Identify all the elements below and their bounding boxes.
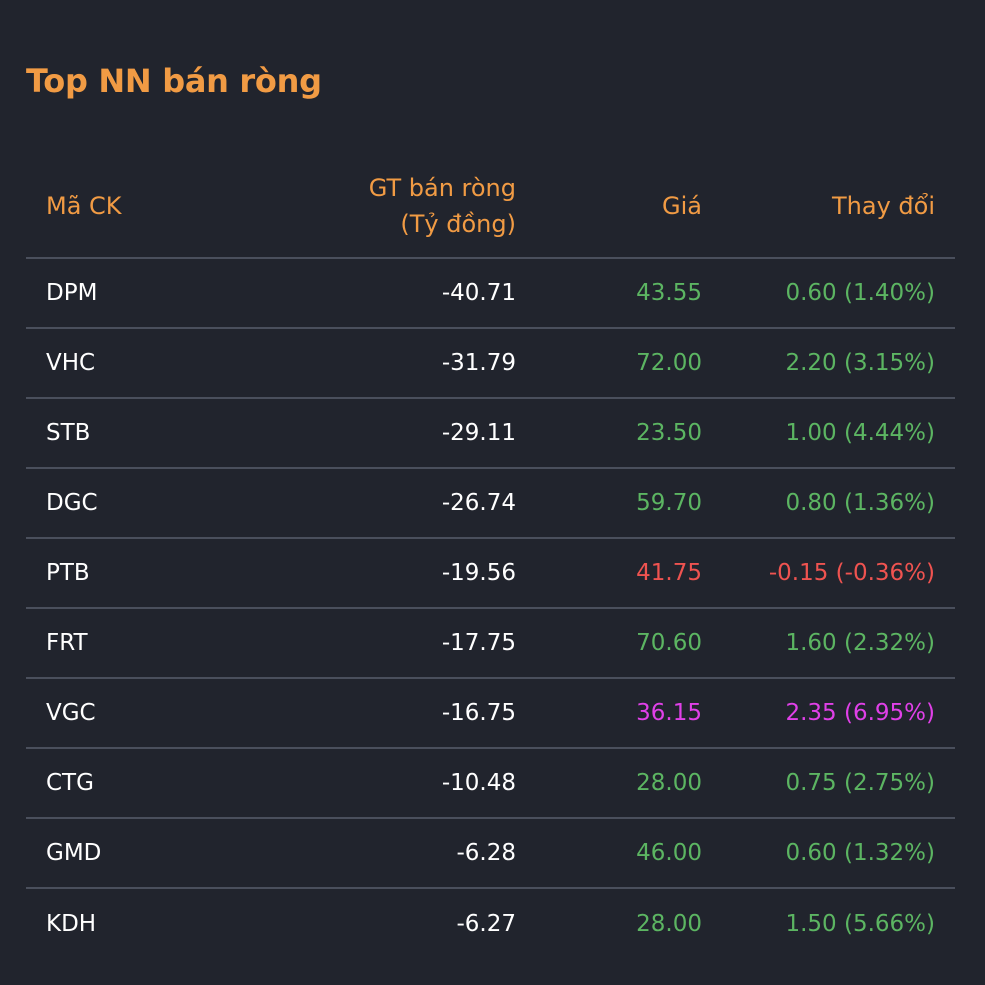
table-header: Mã CK GT bán ròng (Tỷ đồng) Giá Thay đổi [26, 154, 955, 259]
row-price: 28.00 [636, 770, 702, 796]
row-change: 2.20 (3.15%) [785, 350, 935, 376]
row-price: 28.00 [636, 911, 702, 937]
row-change: 0.80 (1.36%) [785, 490, 935, 516]
row-net-sell-value: -19.56 [441, 560, 516, 586]
row-code: KDH [46, 911, 97, 937]
row-price: 46.00 [636, 840, 702, 866]
table-row[interactable]: VGC -16.75 36.15 2.35 (6.95%) [26, 679, 955, 749]
table-row[interactable]: DPM -40.71 43.55 0.60 (1.40%) [26, 259, 955, 329]
row-net-sell-value: -16.75 [441, 700, 516, 726]
table-row[interactable]: PTB -19.56 41.75 -0.15 (-0.36%) [26, 539, 955, 609]
row-net-sell-value: -26.74 [441, 490, 516, 516]
table-row[interactable]: FRT -17.75 70.60 1.60 (2.32%) [26, 609, 955, 679]
row-net-sell-value: -40.71 [441, 280, 516, 306]
header-change[interactable]: Thay đổi [832, 191, 935, 220]
table-row[interactable]: KDH -6.27 28.00 1.50 (5.66%) [26, 889, 955, 959]
row-code: FRT [46, 630, 88, 656]
row-change: 1.00 (4.44%) [785, 420, 935, 446]
page-title: Top NN bán ròng [26, 62, 322, 100]
row-code: DGC [46, 490, 98, 516]
header-code[interactable]: Mã CK [46, 191, 122, 220]
row-net-sell-value: -6.27 [456, 911, 516, 937]
row-code: VHC [46, 350, 96, 376]
row-code: VGC [46, 700, 96, 726]
row-price: 70.60 [636, 630, 702, 656]
row-price: 43.55 [636, 280, 702, 306]
row-change: 0.60 (1.32%) [785, 840, 935, 866]
row-code: CTG [46, 770, 94, 796]
row-price: 72.00 [636, 350, 702, 376]
row-code: GMD [46, 840, 102, 866]
row-net-sell-value: -6.28 [456, 840, 516, 866]
table-row[interactable]: DGC -26.74 59.70 0.80 (1.36%) [26, 469, 955, 539]
row-code: STB [46, 420, 91, 446]
header-net-sell-value[interactable]: GT bán ròng (Tỷ đồng) [369, 154, 516, 257]
row-change: 1.50 (5.66%) [785, 911, 935, 937]
row-code: DPM [46, 280, 98, 306]
row-change: 2.35 (6.95%) [785, 700, 935, 726]
row-price: 59.70 [636, 490, 702, 516]
table-row[interactable]: VHC -31.79 72.00 2.20 (3.15%) [26, 329, 955, 399]
row-net-sell-value: -17.75 [441, 630, 516, 656]
table-row[interactable]: GMD -6.28 46.00 0.60 (1.32%) [26, 819, 955, 889]
table-row[interactable]: STB -29.11 23.50 1.00 (4.44%) [26, 399, 955, 469]
row-net-sell-value: -10.48 [441, 770, 516, 796]
row-change: 0.60 (1.40%) [785, 280, 935, 306]
row-net-sell-value: -31.79 [441, 350, 516, 376]
header-net-sell-value-line1: GT bán ròng [368, 173, 516, 202]
net-sell-table: Mã CK GT bán ròng (Tỷ đồng) Giá Thay đổi… [26, 154, 955, 959]
header-net-sell-value-line2: (Tỷ đồng) [400, 209, 516, 238]
row-price: 36.15 [636, 700, 702, 726]
row-net-sell-value: -29.11 [441, 420, 516, 446]
header-price[interactable]: Giá [662, 191, 702, 220]
row-change: -0.15 (-0.36%) [768, 560, 935, 586]
row-price: 41.75 [636, 560, 702, 586]
row-code: PTB [46, 560, 90, 586]
row-change: 1.60 (2.32%) [785, 630, 935, 656]
row-change: 0.75 (2.75%) [785, 770, 935, 796]
table-row[interactable]: CTG -10.48 28.00 0.75 (2.75%) [26, 749, 955, 819]
row-price: 23.50 [636, 420, 702, 446]
